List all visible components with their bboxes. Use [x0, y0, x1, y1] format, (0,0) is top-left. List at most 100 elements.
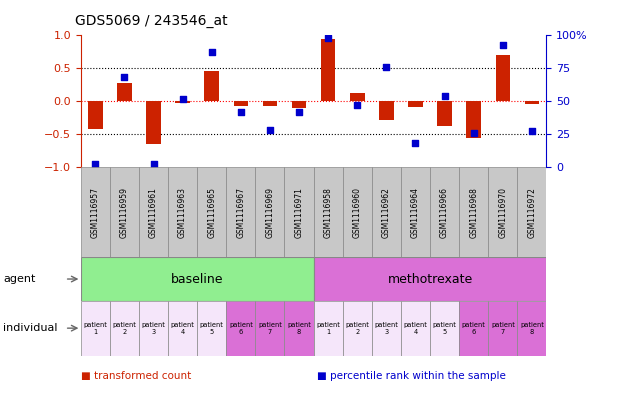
Bar — [496, 55, 510, 101]
Bar — [372, 167, 401, 257]
Bar — [321, 39, 335, 101]
Bar — [401, 301, 430, 356]
Bar — [314, 257, 546, 301]
Bar — [81, 167, 110, 257]
Text: GSM1116966: GSM1116966 — [440, 187, 449, 238]
Text: patient
1: patient 1 — [316, 321, 340, 335]
Bar — [466, 101, 481, 138]
Bar — [88, 101, 102, 129]
Bar — [226, 301, 255, 356]
Text: GSM1116965: GSM1116965 — [207, 187, 216, 238]
Point — [90, 161, 100, 167]
Point — [119, 74, 129, 81]
Text: baseline: baseline — [171, 272, 224, 286]
Bar — [255, 301, 284, 356]
Point — [148, 161, 158, 167]
Text: ■ transformed count: ■ transformed count — [81, 371, 191, 381]
Bar — [314, 301, 343, 356]
Bar — [517, 167, 546, 257]
Bar — [81, 301, 110, 356]
Bar — [437, 101, 452, 125]
Bar — [343, 301, 372, 356]
Text: patient
5: patient 5 — [433, 321, 456, 335]
Point — [294, 108, 304, 115]
Point — [178, 95, 188, 102]
Bar — [139, 301, 168, 356]
Bar — [226, 167, 255, 257]
Text: GSM1116967: GSM1116967 — [237, 187, 245, 238]
Bar — [204, 71, 219, 101]
Text: patient
6: patient 6 — [229, 321, 253, 335]
Bar — [350, 93, 365, 101]
Bar — [372, 301, 401, 356]
Bar — [488, 167, 517, 257]
Text: patient
2: patient 2 — [345, 321, 369, 335]
Point — [352, 102, 362, 108]
Point — [440, 93, 450, 99]
Bar — [168, 167, 197, 257]
Text: ■ percentile rank within the sample: ■ percentile rank within the sample — [317, 371, 505, 381]
Bar — [517, 301, 546, 356]
Point — [265, 127, 275, 133]
Text: GSM1116970: GSM1116970 — [498, 187, 507, 238]
Bar — [168, 301, 197, 356]
Text: GSM1116971: GSM1116971 — [294, 187, 304, 238]
Bar — [525, 101, 539, 105]
Text: patient
7: patient 7 — [491, 321, 515, 335]
Text: patient
3: patient 3 — [374, 321, 398, 335]
Point — [323, 35, 333, 41]
Text: patient
7: patient 7 — [258, 321, 282, 335]
Point — [381, 64, 391, 70]
Text: patient
8: patient 8 — [520, 321, 544, 335]
Text: GSM1116969: GSM1116969 — [265, 187, 274, 238]
Text: patient
1: patient 1 — [83, 321, 107, 335]
Bar — [139, 167, 168, 257]
Bar — [343, 167, 372, 257]
Point — [410, 140, 420, 147]
Text: patient
4: patient 4 — [404, 321, 427, 335]
Bar — [81, 257, 314, 301]
Text: agent: agent — [3, 274, 35, 284]
Point — [207, 50, 217, 56]
Point — [236, 108, 246, 115]
Bar — [379, 101, 394, 119]
Text: patient
3: patient 3 — [142, 321, 165, 335]
Bar — [459, 301, 488, 356]
Bar — [197, 301, 226, 356]
Text: GSM1116958: GSM1116958 — [324, 187, 333, 238]
Bar — [459, 167, 488, 257]
Bar — [401, 167, 430, 257]
Text: patient
5: patient 5 — [200, 321, 224, 335]
Bar — [284, 301, 314, 356]
Bar — [175, 101, 190, 103]
Text: GSM1116961: GSM1116961 — [149, 187, 158, 238]
Text: GSM1116959: GSM1116959 — [120, 187, 129, 238]
Text: GSM1116962: GSM1116962 — [382, 187, 391, 238]
Bar — [292, 101, 306, 108]
Text: GSM1116957: GSM1116957 — [91, 187, 100, 238]
Bar — [314, 167, 343, 257]
Bar — [146, 101, 161, 144]
Text: patient
4: patient 4 — [171, 321, 194, 335]
Point — [527, 129, 537, 135]
Bar — [117, 83, 132, 101]
Text: individual: individual — [3, 323, 58, 333]
Bar — [110, 167, 139, 257]
Point — [469, 130, 479, 136]
Bar — [408, 101, 423, 107]
Text: GSM1116968: GSM1116968 — [469, 187, 478, 238]
Bar — [488, 301, 517, 356]
Text: GSM1116963: GSM1116963 — [178, 187, 187, 238]
Bar — [263, 101, 277, 107]
Bar — [430, 167, 459, 257]
Text: GSM1116960: GSM1116960 — [353, 187, 362, 238]
Text: patient
8: patient 8 — [287, 321, 311, 335]
Text: GSM1116964: GSM1116964 — [411, 187, 420, 238]
Bar — [110, 301, 139, 356]
Text: patient
6: patient 6 — [462, 321, 486, 335]
Text: GDS5069 / 243546_at: GDS5069 / 243546_at — [75, 13, 227, 28]
Text: methotrexate: methotrexate — [388, 272, 473, 286]
Text: GSM1116972: GSM1116972 — [527, 187, 537, 238]
Text: patient
2: patient 2 — [112, 321, 137, 335]
Bar — [197, 167, 226, 257]
